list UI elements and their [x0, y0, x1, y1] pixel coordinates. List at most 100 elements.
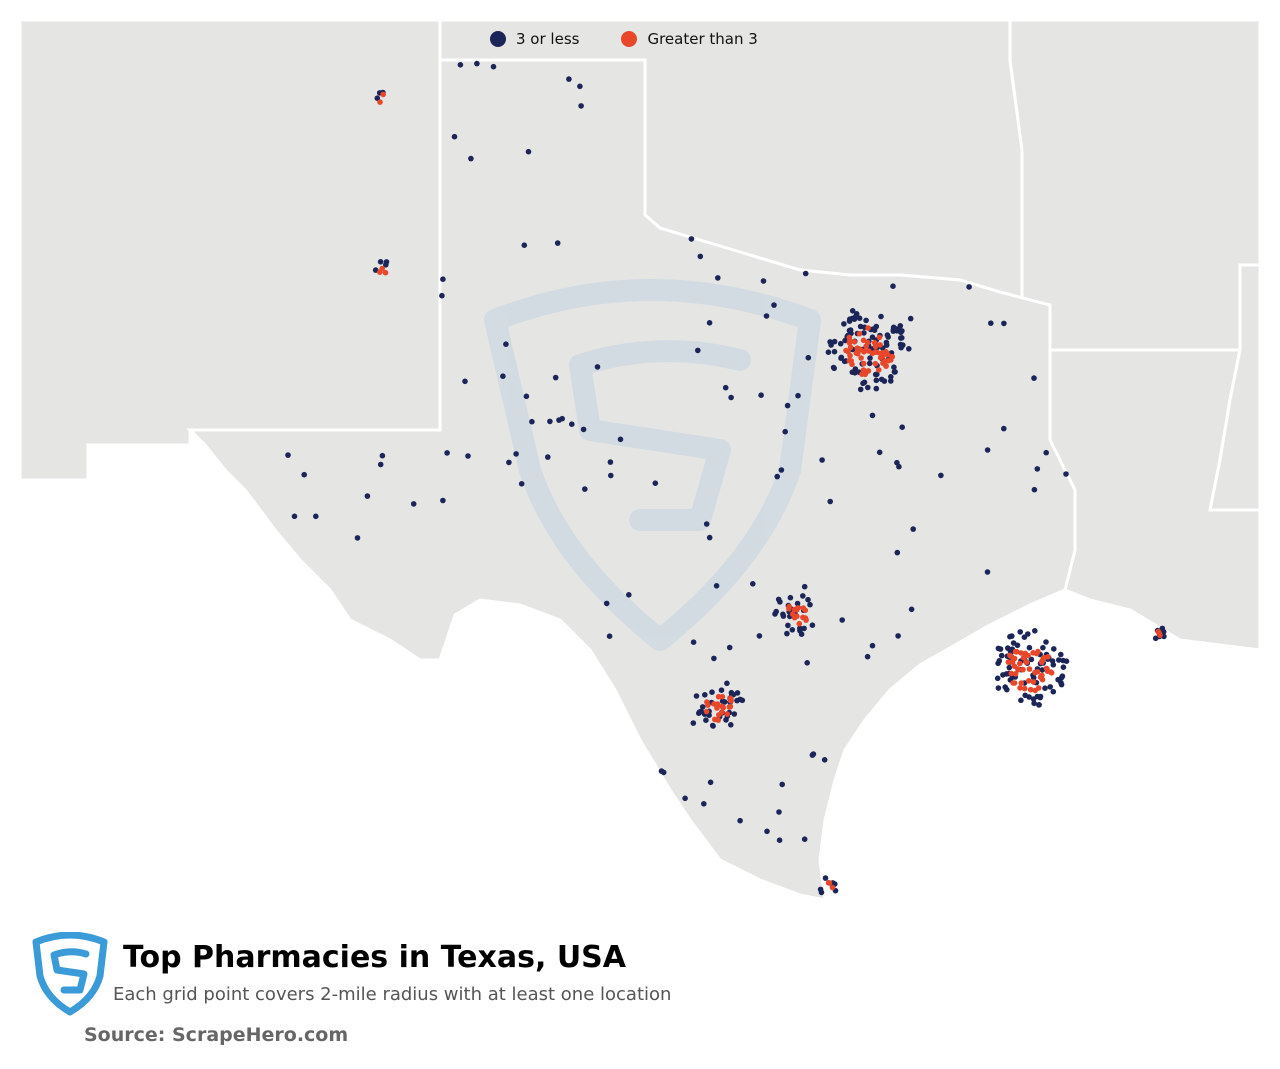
grid-point-high — [876, 367, 882, 373]
legend-item-low: 3 or less — [490, 30, 579, 48]
grid-point-high — [865, 325, 871, 331]
grid-point-low — [851, 316, 858, 323]
grid-point-low — [608, 472, 614, 479]
watermark-logo — [484, 279, 821, 651]
grid-point-low — [518, 481, 525, 487]
grid-point-high — [1035, 685, 1042, 691]
grid-point-low — [849, 369, 856, 376]
grid-point-low — [690, 720, 697, 726]
grid-point-low — [906, 346, 912, 352]
grid-point-low — [724, 680, 730, 687]
grid-point-low — [1063, 471, 1069, 477]
grid-point-low — [801, 836, 808, 842]
grid-point-low — [787, 594, 794, 601]
source-credit: Source: ScrapeHero.com — [84, 1024, 349, 1046]
grid-point-low — [722, 384, 729, 391]
grid-point-high — [829, 884, 836, 891]
grid-point-low — [896, 463, 902, 470]
grid-point-low — [737, 696, 743, 703]
grid-point-low — [873, 385, 880, 392]
grid-point-low — [771, 302, 777, 308]
grid-point-low — [774, 473, 780, 480]
grid-point-high — [377, 99, 383, 105]
grid-point-high — [380, 91, 387, 98]
grid-point-low — [726, 644, 733, 651]
grid-point-high — [1039, 676, 1046, 683]
grid-point-high — [847, 352, 853, 359]
grid-point-low — [881, 378, 888, 384]
grid-point-low — [713, 583, 720, 589]
grid-point-low — [869, 642, 876, 649]
grid-point-low — [462, 378, 468, 385]
grid-point-low — [1040, 644, 1046, 651]
grid-point-low — [847, 327, 854, 333]
grid-point-low — [1028, 656, 1035, 663]
grid-point-low — [468, 155, 474, 162]
grid-point-high — [1027, 686, 1034, 693]
grid-point-low — [701, 801, 707, 807]
grid-point-high — [846, 340, 853, 346]
grid-point-low — [734, 690, 741, 696]
grid-point-low — [756, 633, 763, 639]
grid-point-low — [682, 795, 688, 802]
grid-point-low — [1034, 466, 1041, 472]
grid-point-high — [1011, 663, 1018, 669]
grid-point-low — [873, 377, 880, 384]
grid-point-high — [871, 339, 878, 346]
grid-point-low — [545, 454, 551, 460]
grid-point-high — [382, 269, 389, 276]
grid-point-low — [776, 809, 782, 815]
watermark-s — [569, 340, 751, 531]
grid-point-low — [1043, 449, 1049, 456]
grid-point-low — [807, 601, 813, 608]
grid-point-low — [827, 498, 833, 505]
grid-point-low — [837, 340, 844, 347]
grid-point-high — [720, 704, 726, 711]
grid-point-low — [690, 639, 697, 645]
grid-point-low — [1021, 634, 1028, 640]
grid-point-high — [1020, 666, 1026, 673]
grid-point-low — [894, 549, 901, 556]
grid-point-low — [706, 320, 713, 326]
legend-item-high: Greater than 3 — [621, 30, 758, 48]
grid-point-low — [1050, 688, 1057, 695]
grid-point-low — [876, 449, 883, 456]
grid-point-high — [796, 620, 803, 627]
grid-point-high — [1005, 659, 1012, 665]
grid-point-low — [995, 645, 1002, 652]
grid-point-low — [784, 630, 790, 637]
grid-point-low — [794, 600, 801, 607]
grid-point-high — [1043, 665, 1050, 672]
texas-map — [18, 18, 1262, 902]
grid-point-low — [474, 60, 480, 67]
grid-point-low — [1060, 657, 1066, 664]
grid-point-high — [1018, 680, 1025, 686]
grid-point-low — [377, 259, 384, 265]
map-area: 3 or less Greater than 3 — [18, 18, 1262, 902]
grid-point-low — [795, 392, 801, 399]
grid-point-high — [1008, 670, 1015, 677]
grid-point-high — [1030, 650, 1036, 656]
grid-point-high — [1018, 650, 1024, 656]
grid-point-high — [885, 357, 892, 364]
grid-point-high — [1012, 671, 1019, 677]
grid-point-high — [379, 265, 386, 272]
grid-point-low — [652, 480, 659, 487]
grid-point-low — [878, 313, 884, 320]
grid-point-high — [727, 703, 734, 710]
grid-point-low — [938, 472, 944, 479]
pharmacy-points — [285, 60, 1167, 896]
grid-point-high — [1030, 679, 1037, 685]
grid-point-low — [898, 329, 904, 336]
grid-point-low — [707, 779, 714, 786]
grid-point-low — [822, 875, 829, 881]
grid-point-low — [900, 342, 906, 348]
grid-point-low — [872, 371, 879, 378]
grid-point-low — [660, 769, 667, 776]
grid-point-low — [869, 412, 876, 419]
grid-point-low — [523, 393, 530, 400]
grid-point-low — [554, 240, 561, 246]
grid-point-low — [777, 599, 783, 605]
grid-point-low — [525, 148, 532, 155]
grid-point-high — [1155, 628, 1161, 635]
